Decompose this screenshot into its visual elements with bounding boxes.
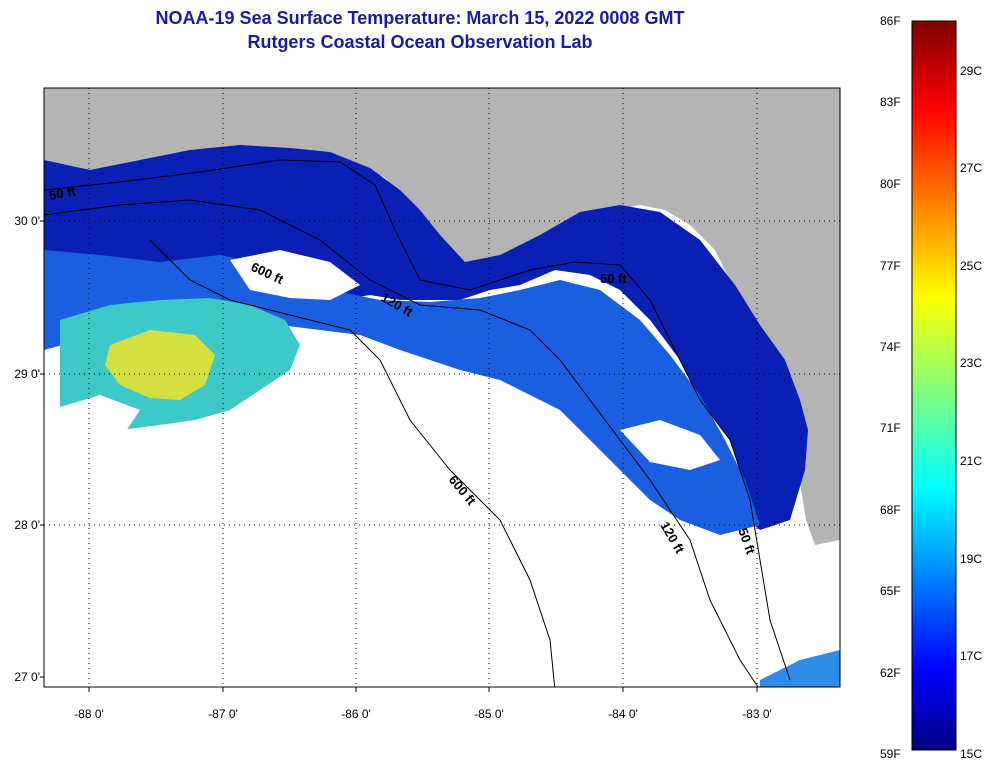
colorbar-gradient (911, 20, 957, 751)
colorbar-c-label: 17C (960, 649, 982, 663)
cloud-gap-2 (50, 395, 140, 450)
colorbar-f-label: 80F (880, 177, 901, 191)
lon-tick-label: -85 0' (474, 707, 504, 721)
map-plot-area (44, 88, 840, 687)
lat-tick-label: 27 0' (14, 670, 40, 684)
colorbar-c-label: 27C (960, 161, 982, 175)
colorbar-f-label: 74F (880, 340, 901, 354)
colorbar-f-label: 59F (880, 747, 901, 761)
sst-south-patch (760, 650, 840, 687)
colorbar-c-label: 21C (960, 454, 982, 468)
colorbar: 86F 83F 80F 77F 74F 71F 68F 65F 62F 59F … (880, 14, 982, 761)
lat-tick-label: 30 0' (14, 214, 40, 228)
contour-120ft (44, 199, 759, 687)
tick-marks (40, 220, 758, 692)
contour-600ft (149, 239, 556, 687)
lat-tick-label: 28 0' (14, 518, 40, 532)
lon-tick-label: -86 0' (341, 707, 371, 721)
contour-label: 50 ft (600, 271, 627, 286)
lon-tick-label: -88 0' (74, 707, 104, 721)
lon-tick-label: -84 0' (608, 707, 638, 721)
cloud-gap-3 (620, 420, 720, 470)
land-mass (44, 88, 840, 545)
colorbar-f-label: 62F (880, 666, 901, 680)
colorbar-c-label: 15C (960, 747, 982, 761)
sst-mid-band (44, 250, 760, 535)
sst-warmest-patch (105, 330, 215, 400)
colorbar-f-label: 77F (880, 259, 901, 273)
lat-tick-label: 29 0' (14, 367, 40, 381)
sst-cold-band (44, 145, 808, 530)
lon-tick-label: -83 0' (742, 707, 772, 721)
contour-label: 50 ft (48, 183, 78, 203)
colorbar-f-label: 68F (880, 503, 901, 517)
colorbar-f-label: 65F (880, 584, 901, 598)
colorbar-f-label: 83F (880, 95, 901, 109)
lon-tick-label: -87 0' (208, 707, 238, 721)
colorbar-c-label: 23C (960, 356, 982, 370)
colorbar-c-label: 29C (960, 64, 982, 78)
contour-50ft (44, 159, 791, 681)
colorbar-c-label: 19C (960, 552, 982, 566)
map-title: NOAA-19 Sea Surface Temperature: March 1… (155, 8, 685, 28)
colorbar-f-label: 71F (880, 421, 901, 435)
map-frame (43, 87, 841, 688)
colorbar-c-label: 25C (960, 259, 982, 273)
cloud-gap-1 (230, 250, 360, 300)
colorbar-f-label: 86F (880, 14, 901, 28)
map-subtitle: Rutgers Coastal Ocean Observation Lab (247, 32, 593, 52)
